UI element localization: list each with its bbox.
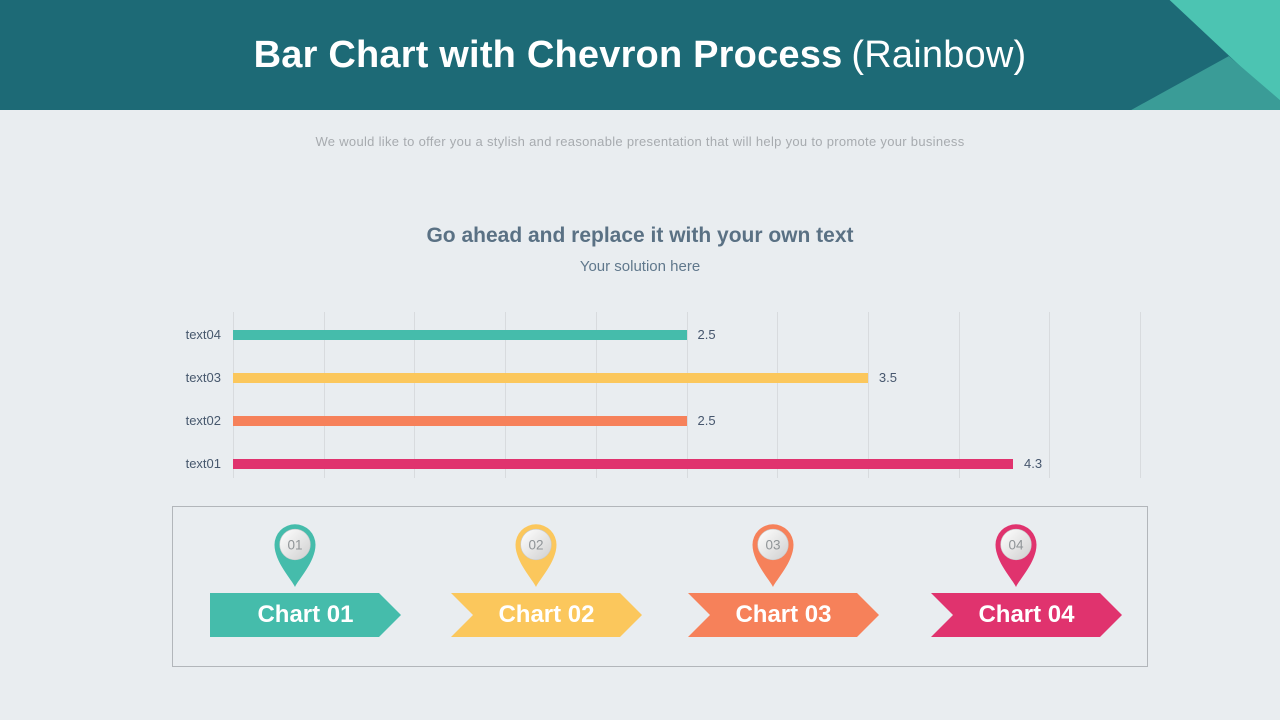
bar — [233, 416, 687, 426]
section-subtitle: Your solution here — [579, 258, 701, 275]
process-chevron-label: Chart 04 — [978, 601, 1075, 628]
gridline — [867, 312, 869, 478]
section-title: Go ahead and replace it with your own te… — [426, 224, 854, 247]
location-pin-icon: 01 — [274, 524, 315, 587]
gridline — [595, 312, 597, 478]
bar-value-label: 3.5 — [878, 370, 897, 385]
gridline — [1049, 312, 1051, 478]
process-item: 03 Chart 03 — [688, 523, 879, 653]
process-chevron-label: Chart 01 — [257, 601, 354, 628]
header-banner: Bar Chart with Chevron Process (Rainbow) — [0, 0, 1280, 110]
bar-value-label: 2.5 — [697, 413, 716, 428]
bar-category-label: text04 — [185, 327, 221, 342]
location-pin-icon: 03 — [752, 524, 793, 587]
process-chevron-label: Chart 03 — [735, 601, 832, 628]
deck-subtitle: We would like to offer you a stylish and… — [315, 134, 965, 149]
bar — [233, 330, 687, 340]
page-title-suffix: (Rainbow) — [851, 33, 1027, 76]
location-pin-icon: 02 — [515, 524, 556, 587]
gridline — [777, 312, 779, 478]
bar — [233, 373, 868, 383]
location-pin-icon: 04 — [995, 524, 1036, 587]
bar-category-label: text03 — [185, 370, 221, 385]
gridline — [233, 312, 234, 478]
process-panel: 01 Chart 01 02 Chart 02 03 Chart 03 04 Chart 04 — [172, 506, 1148, 667]
process-chevron: Chart 03 — [688, 593, 879, 637]
gridline — [958, 312, 960, 478]
bar-category-label: text01 — [185, 456, 221, 471]
svg-text:03: 03 — [765, 538, 780, 553]
gridline — [505, 312, 507, 478]
gridline — [414, 312, 416, 478]
plot-area — [233, 312, 1141, 478]
bar-chart: text04 2.5 text03 3.5 text02 2.5 text01 4.3 — [0, 312, 1280, 478]
bar-category-label: text02 — [185, 413, 221, 428]
bar — [233, 459, 1014, 469]
page-title-main: Bar Chart with Chevron Process — [253, 33, 843, 76]
gridline — [323, 312, 325, 478]
process-chevron: Chart 01 — [210, 593, 401, 637]
process-chevron-label: Chart 02 — [498, 601, 595, 628]
gridline — [686, 312, 688, 478]
page-title: Bar Chart with Chevron Process (Rainbow) — [254, 34, 1027, 77]
svg-text:01: 01 — [287, 538, 302, 553]
bar-value-label: 4.3 — [1024, 456, 1043, 471]
process-item: 02 Chart 02 — [451, 523, 642, 653]
process-item: 01 Chart 01 — [210, 523, 401, 653]
svg-text:02: 02 — [528, 538, 543, 553]
process-item: 04 Chart 04 — [931, 523, 1122, 653]
process-chevron: Chart 02 — [451, 593, 642, 637]
gridline — [1140, 312, 1141, 478]
corner-decoration — [1120, 0, 1280, 110]
svg-text:04: 04 — [1008, 538, 1024, 553]
process-chevron: Chart 04 — [931, 593, 1122, 637]
bar-value-label: 2.5 — [697, 327, 716, 342]
